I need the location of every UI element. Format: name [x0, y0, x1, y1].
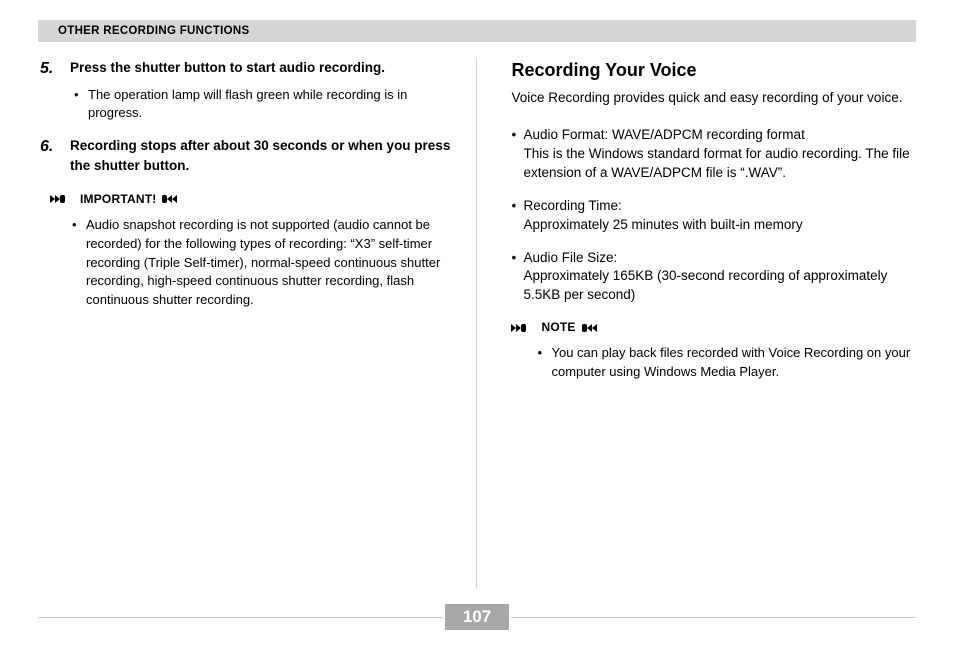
- step-title: Press the shutter button to start audio …: [70, 58, 452, 78]
- step-body: Press the shutter button to start audio …: [70, 58, 452, 122]
- note-header: NOTE: [511, 319, 916, 336]
- footer-rule: [38, 617, 443, 618]
- bullet-dot: •: [511, 249, 523, 306]
- section-heading: Recording Your Voice: [511, 58, 916, 83]
- reverse-icon: [582, 322, 606, 334]
- step-body: Recording stops after about 30 seconds o…: [70, 136, 452, 175]
- reverse-icon: [162, 193, 186, 205]
- footer-rule: [511, 617, 916, 618]
- important-text: • Audio snapshot recording is not suppor…: [72, 216, 452, 310]
- forward-icon: [50, 193, 74, 205]
- step-number: 6.: [38, 136, 70, 175]
- step-5: 5. Press the shutter button to start aud…: [38, 58, 452, 122]
- note-label: NOTE: [541, 319, 575, 336]
- left-column: 5. Press the shutter button to start aud…: [38, 58, 472, 588]
- note-body: You can play back files recorded with Vo…: [551, 344, 916, 382]
- spec-text: Recording Time: Approximately 25 minutes…: [523, 197, 802, 235]
- section-header: OTHER RECORDING FUNCTIONS: [38, 20, 916, 42]
- note-text: • You can play back files recorded with …: [537, 344, 916, 382]
- column-divider: [476, 58, 477, 588]
- bullet-dot: •: [72, 216, 86, 310]
- page-number: 107: [445, 604, 509, 630]
- bullet-dot: •: [74, 86, 88, 122]
- right-column: Recording Your Voice Voice Recording pro…: [481, 58, 916, 588]
- page-footer: 107: [38, 604, 916, 630]
- step-number: 5.: [38, 58, 70, 122]
- important-header: IMPORTANT!: [50, 191, 452, 208]
- intro-text: Voice Recording provides quick and easy …: [511, 89, 916, 108]
- bullet-dot: •: [511, 126, 523, 183]
- step-bullet: • The operation lamp will flash green wh…: [74, 86, 452, 122]
- spec-item: • Audio Format: WAVE/ADPCM recording for…: [511, 126, 916, 183]
- section-title: OTHER RECORDING FUNCTIONS: [58, 25, 250, 37]
- bullet-text: The operation lamp will flash green whil…: [88, 86, 452, 122]
- content-area: 5. Press the shutter button to start aud…: [38, 58, 916, 588]
- bullet-dot: •: [511, 197, 523, 235]
- bullet-dot: •: [537, 344, 551, 382]
- spec-text: Audio File Size: Approximately 165KB (30…: [523, 249, 916, 306]
- spec-text: Audio Format: WAVE/ADPCM recording forma…: [523, 126, 916, 183]
- step-6: 6. Recording stops after about 30 second…: [38, 136, 452, 175]
- step-title: Recording stops after about 30 seconds o…: [70, 136, 452, 175]
- important-label: IMPORTANT!: [80, 191, 156, 208]
- spec-item: • Recording Time: Approximately 25 minut…: [511, 197, 916, 235]
- spec-item: • Audio File Size: Approximately 165KB (…: [511, 249, 916, 306]
- forward-icon: [511, 322, 535, 334]
- important-body: Audio snapshot recording is not supporte…: [86, 216, 452, 310]
